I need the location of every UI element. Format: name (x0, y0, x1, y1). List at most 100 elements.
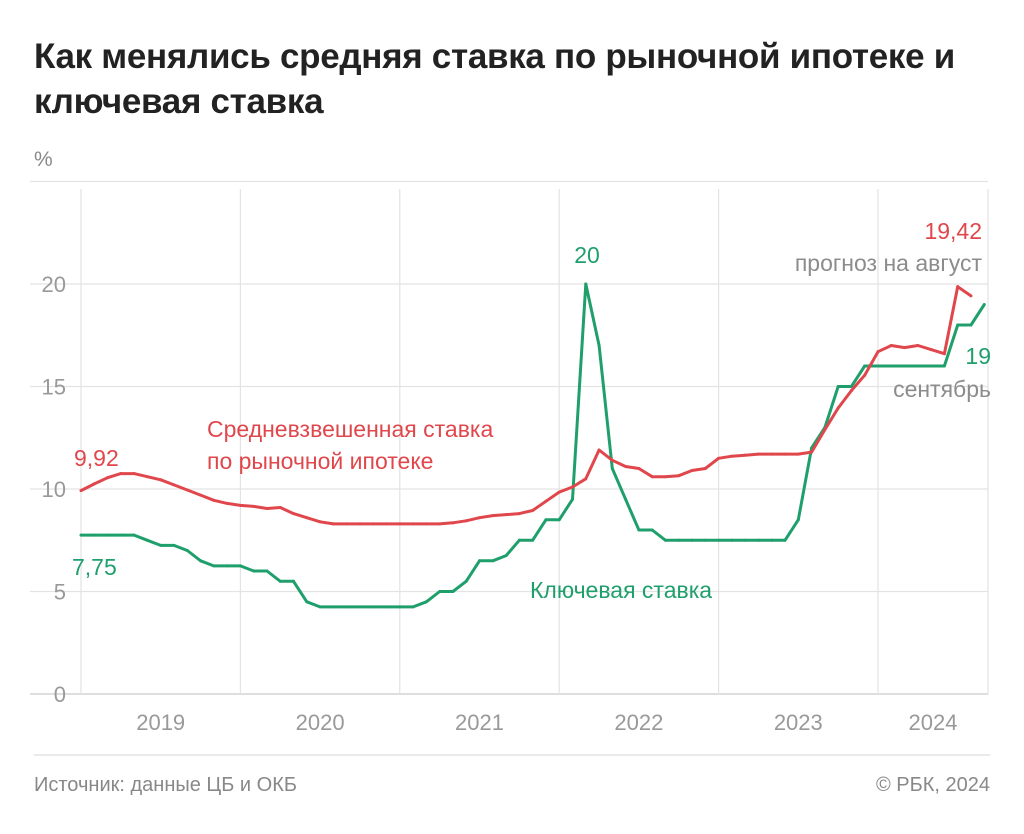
key-rate-point (199, 559, 203, 563)
key-rate-point (836, 385, 840, 388)
mortgage-rate-point (597, 448, 601, 452)
mortgage-rate-point (517, 512, 521, 516)
key-rate-point (982, 303, 986, 306)
key-rate-point (331, 605, 335, 609)
mortgage-rate-point (796, 452, 800, 456)
mortgage-rate-point (531, 509, 535, 513)
mortgage-rate-point (570, 485, 574, 489)
key-rate-point (411, 605, 415, 609)
mortgage-rate-point (172, 483, 176, 487)
key-rate-point (305, 600, 309, 604)
key-rate-point (318, 605, 322, 609)
mortgage-rate-point (331, 522, 335, 526)
copyright: © РБК, 2024 (875, 774, 990, 796)
key-rate-point (969, 323, 973, 327)
mortgage-rate-point (743, 453, 747, 457)
mortgage-rate-point (398, 522, 402, 526)
mortgage-rate-point (265, 506, 269, 510)
mortgage-rate-point (358, 522, 362, 526)
mortgage-rate-point (956, 285, 960, 289)
x-tick-label: 2021 (455, 710, 504, 735)
mortgage-end-label: 19,42 (924, 218, 982, 244)
mortgage-rate-point (464, 519, 468, 523)
key-rate-line (81, 282, 986, 609)
mortgage-start-label: 9,92 (74, 445, 119, 471)
key-rate-point (863, 364, 867, 368)
key-rate-point (252, 569, 256, 573)
key-rate-point (730, 538, 734, 542)
key-rate-point (371, 605, 375, 609)
key-rate-point (159, 543, 163, 547)
key-rate-point (942, 364, 946, 368)
y-tick-label: 10 (42, 477, 66, 502)
mortgage-series-label-line1: Средневзвешенная ставка (207, 416, 493, 442)
mortgage-rate-point (252, 504, 256, 508)
key-rate-point (451, 590, 455, 593)
y-tick-label: 5 (54, 580, 66, 605)
key-rate-point (358, 605, 362, 609)
key-rate-point (225, 564, 229, 568)
key-rate-point (929, 364, 933, 368)
mortgage-rate-point (345, 522, 349, 526)
key-rate-point (185, 549, 189, 552)
key-rate-point (292, 579, 296, 583)
mortgage-rate-point (544, 499, 548, 503)
key-rate-point (756, 538, 760, 542)
key-rate-point (796, 518, 800, 522)
mortgage-rate-point (929, 348, 933, 352)
mortgage-rate-point (504, 513, 508, 517)
mortgage-rate-point (491, 514, 495, 518)
mortgage-rate-point (663, 475, 667, 479)
key-rate-point (889, 364, 893, 368)
key-rate-point (145, 538, 149, 542)
mortgage-rate-point (783, 452, 787, 456)
key-rate-point (584, 282, 588, 286)
key-rate-point (717, 538, 721, 542)
mortgage-rate-point (863, 373, 867, 377)
mortgage-rate-point (132, 472, 136, 476)
key-rate-point (79, 533, 83, 537)
key-rate-point (876, 364, 880, 368)
key-rate-point (903, 364, 907, 368)
mortgage-rate-point (145, 475, 149, 479)
key-start-label: 7,75 (72, 554, 117, 580)
mortgage-rate-point (119, 472, 123, 476)
key-rate-point (597, 344, 601, 347)
x-tick-label: 2024 (909, 710, 958, 735)
key-rate-point (464, 579, 468, 583)
mortgage-rate-point (278, 505, 282, 509)
mortgage-rate-point (810, 450, 814, 454)
mortgage-series-label-line2: по рыночной ипотеке (207, 448, 433, 474)
mortgage-rate-point (557, 490, 561, 494)
key-series-label: Ключевая ставка (530, 577, 712, 603)
mortgage-rate-point (836, 406, 840, 410)
mortgage-rate-point (756, 452, 760, 456)
key-rate-point (119, 533, 123, 537)
mortgage-rate-point (159, 478, 163, 482)
key-rate-point (650, 528, 654, 532)
key-rate-point (849, 385, 853, 388)
mortgage-rate-point (942, 352, 946, 356)
y-tick-label: 15 (42, 375, 66, 400)
key-rate-point (703, 538, 707, 542)
mortgage-rate-point (185, 488, 189, 492)
key-rate-point (624, 497, 628, 501)
mortgage-rate-point (79, 489, 83, 493)
mortgage-rate-point (305, 516, 309, 520)
key-rate-point (956, 323, 960, 327)
key-rate-point (265, 569, 269, 573)
mortgage-rate-point (424, 522, 428, 526)
y-tick-label: 20 (42, 272, 66, 297)
mortgage-rate-line (80, 285, 972, 526)
mortgage-rate-point (411, 522, 415, 526)
mortgage-rate-point (969, 294, 973, 298)
mortgage-rate-point (451, 521, 455, 525)
key-rate-point (610, 467, 614, 470)
mortgage-rate-point (584, 477, 588, 481)
mortgage-rate-point (478, 516, 481, 520)
mortgage-rate-point (318, 520, 322, 524)
key-rate-point (663, 538, 667, 542)
mortgage-rate-point (650, 475, 654, 479)
mortgage-rate-point (690, 469, 694, 473)
